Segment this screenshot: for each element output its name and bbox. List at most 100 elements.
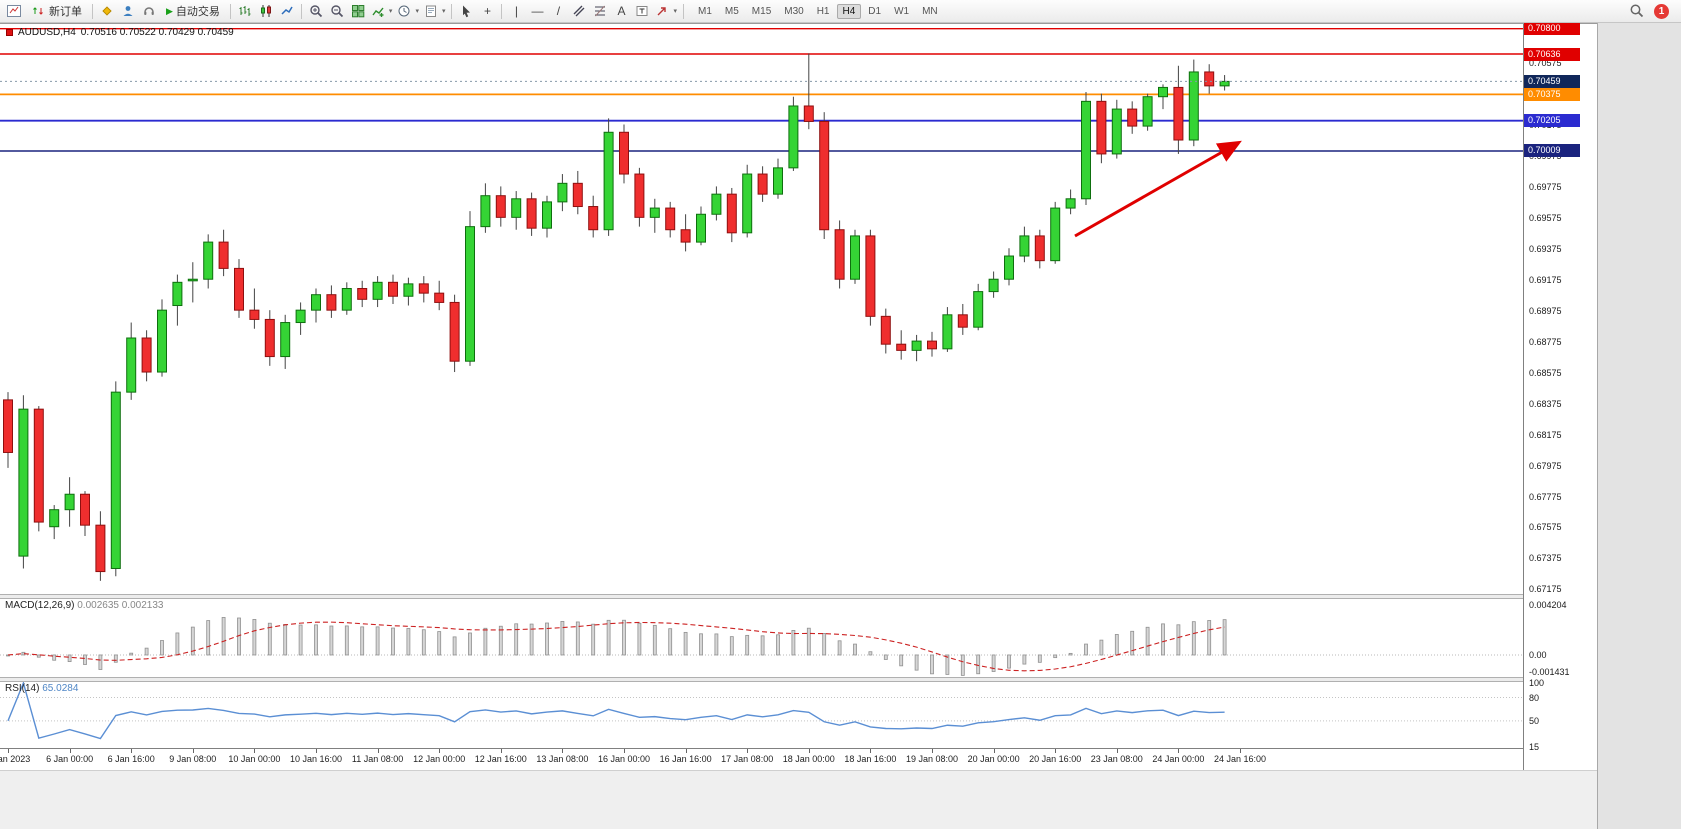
- macd-axis-label: 0.00: [1529, 649, 1547, 660]
- bar-chart-icon: [239, 6, 251, 16]
- tile-windows-icon: [351, 5, 365, 18]
- rsi-axis-label: 15: [1529, 742, 1540, 752]
- metaeditor-button[interactable]: [97, 1, 117, 21]
- dropdown-caret-icon: ▾: [388, 8, 393, 15]
- vertical-line-button[interactable]: |: [506, 1, 526, 21]
- macd-chart[interactable]: [0, 599, 1523, 677]
- fibonacci-icon: [595, 5, 606, 17]
- time-axis-tick: [1240, 749, 1241, 753]
- candlestick-type-button[interactable]: [256, 1, 276, 21]
- search-button[interactable]: [1627, 1, 1647, 21]
- rsi-chart[interactable]: [0, 682, 1523, 748]
- timeframe-D1[interactable]: D1: [868, 5, 882, 17]
- chart-window: AUDUSD,H4 0.70516 0.70522 0.70429 0.7045…: [0, 22, 1597, 771]
- chart-marker-icon: [6, 29, 13, 36]
- new-chart-button[interactable]: [4, 1, 24, 21]
- chart-symbol-period: AUDUSD,H4: [18, 27, 76, 38]
- time-axis-tick: [69, 749, 71, 753]
- arrows-button[interactable]: ▾: [653, 1, 679, 21]
- text-label-icon: [636, 6, 648, 16]
- macd-panel-separator[interactable]: [0, 594, 1597, 599]
- text-icon: A: [617, 4, 626, 18]
- time-axis-label: 17 Jan 08:00: [721, 754, 774, 764]
- time-axis-tick: [1116, 749, 1118, 753]
- time-axis-label: 20 Jan 16:00: [1029, 754, 1082, 764]
- candlestick-chart[interactable]: [0, 24, 1523, 594]
- price-line-tag: 0.70636: [1524, 47, 1580, 61]
- rsi-panel[interactable]: RSI(14) 65.0284: [0, 682, 1523, 748]
- price-line-tag: 0.70800: [1524, 22, 1580, 36]
- trendline-button[interactable]: /: [548, 1, 568, 21]
- line-chart-type-button[interactable]: [277, 1, 297, 21]
- time-axis-tick: [8, 749, 9, 753]
- right-gutter: [1597, 23, 1681, 829]
- community-icon: [123, 6, 133, 16]
- periods-button[interactable]: ▾: [395, 1, 421, 21]
- time-axis-label: 16 Jan 00:00: [597, 754, 651, 764]
- toolbar-separator: [451, 3, 453, 19]
- crosshair-button[interactable]: +: [477, 1, 497, 21]
- toolbar: 新订单 ▶ 自动交易: [0, 0, 1681, 23]
- time-axis-label: 9 Jan 08:00: [169, 754, 217, 764]
- indicators-button[interactable]: ▾: [369, 1, 395, 21]
- rsi-label: RSI(14) 65.0284: [5, 683, 78, 694]
- price-axis-label: 0.67375: [1529, 553, 1562, 564]
- notification-badge[interactable]: 1: [1654, 3, 1669, 19]
- vertical-line-icon: |: [514, 4, 519, 18]
- price-axis[interactable]: 0.705750.701750.699750.697750.695750.693…: [1523, 22, 1597, 771]
- play-icon: ▶: [166, 5, 173, 16]
- toolbar-separator: [229, 3, 231, 19]
- time-axis-tick: [624, 749, 625, 753]
- time-axis-label: 5 Jan 2023: [0, 754, 31, 764]
- zoom-out-button[interactable]: [327, 1, 347, 21]
- timeframe-M5[interactable]: M5: [724, 5, 739, 17]
- price-line-tag: 0.70205: [1524, 114, 1580, 128]
- time-axis-tick: [131, 749, 133, 753]
- time-axis-label: 19 Jan 08:00: [905, 754, 959, 764]
- timeframe-toolbar: M1 M5 M15 M30 H1 H4 D1 W1 MN: [692, 3, 944, 19]
- time-axis-tick: [747, 749, 749, 753]
- zoom-in-button[interactable]: [306, 1, 326, 21]
- toolbar-separator: [300, 3, 302, 19]
- timeframe-H1[interactable]: H1: [816, 5, 830, 17]
- new-order-button[interactable]: 新订单: [25, 1, 88, 21]
- timeframe-H4[interactable]: H4: [836, 3, 862, 19]
- horizontal-line-button[interactable]: —: [527, 1, 547, 21]
- templates-button[interactable]: ▾: [422, 1, 448, 21]
- timeframe-M1[interactable]: M1: [697, 5, 712, 17]
- community-button[interactable]: [118, 1, 138, 21]
- bar-chart-type-button[interactable]: [235, 1, 255, 21]
- support-button[interactable]: [139, 1, 159, 21]
- chart-ohlc-values: 0.70516 0.70522 0.70429 0.70459: [80, 27, 234, 38]
- timeframe-M30[interactable]: M30: [784, 5, 804, 17]
- fibonacci-button[interactable]: [590, 1, 610, 21]
- time-axis-label: 23 Jan 08:00: [1090, 754, 1143, 764]
- time-axis-tick: [562, 749, 564, 753]
- macd-panel[interactable]: MACD(12,26,9) 0.002635 0.002133: [0, 599, 1523, 677]
- time-axis-label: 18 Jan 16:00: [844, 754, 897, 764]
- tile-windows-button[interactable]: [348, 1, 368, 21]
- timeframe-MN[interactable]: MN: [922, 5, 938, 17]
- time-axis-tick: [808, 749, 810, 753]
- template-icon: [425, 5, 436, 17]
- timeframe-W1[interactable]: W1: [894, 5, 910, 17]
- price-axis-label: 0.69775: [1529, 182, 1562, 193]
- cursor-button[interactable]: [456, 1, 476, 21]
- rsi-panel-separator[interactable]: [0, 677, 1597, 682]
- dropdown-caret-icon: ▾: [441, 8, 446, 15]
- time-axis[interactable]: 5 Jan 2023 6 Jan 00:00 6 Jan 16:00 9 Jan 08…: [0, 748, 1523, 771]
- autotrading-button[interactable]: ▶ 自动交易: [160, 1, 226, 21]
- text-label-button[interactable]: [632, 1, 652, 21]
- dropdown-caret-icon: ▾: [415, 8, 419, 15]
- price-axis-label: 0.67575: [1529, 522, 1562, 533]
- time-axis-label: 6 Jan 16:00: [107, 754, 155, 764]
- time-axis-label: 20 Jan 00:00: [967, 754, 1020, 764]
- channel-button[interactable]: [569, 1, 589, 21]
- price-axis-label: 0.68375: [1529, 398, 1562, 409]
- main-chart-panel[interactable]: AUDUSD,H4 0.70516 0.70522 0.70429 0.7045…: [0, 24, 1523, 594]
- text-button[interactable]: A: [611, 1, 631, 21]
- timeframe-M15[interactable]: M15: [751, 5, 772, 17]
- price-axis-label: 0.67175: [1529, 584, 1562, 595]
- chart-info: AUDUSD,H4 0.70516 0.70522 0.70429 0.7045…: [6, 27, 234, 38]
